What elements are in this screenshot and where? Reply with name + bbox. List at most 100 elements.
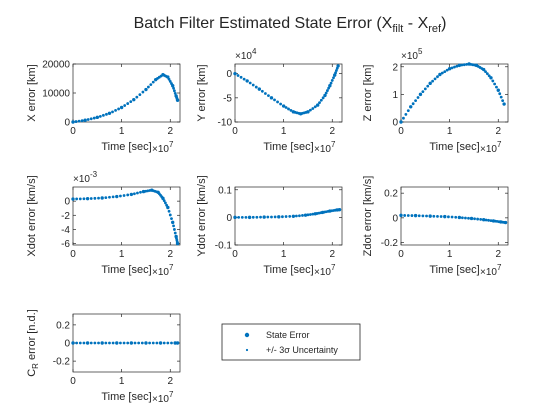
x-axis-label-xdot: Time [sec] — [101, 264, 151, 276]
data-point-fill-zdot — [439, 215, 443, 218]
data-point-fill-y — [287, 107, 290, 111]
data-point-fill-zdot — [461, 216, 464, 220]
data-point-y — [257, 87, 262, 91]
y-tick-label-z: 0 — [392, 118, 398, 129]
data-point-fill-x — [77, 119, 81, 123]
data-point-fill-z — [485, 72, 489, 76]
figure-title: Batch Filter Estimated State Error (Xfil… — [134, 15, 447, 35]
data-point-fill-x — [135, 95, 139, 99]
data-point-y — [323, 93, 327, 98]
data-point-fill-z — [443, 70, 447, 73]
series-state-error-z — [399, 62, 506, 124]
data-point-ydot — [277, 215, 281, 219]
data-point-fill-cr — [78, 341, 82, 345]
data-point-x — [71, 120, 75, 124]
y-axis-label-ydot: Ydot error [km/s] — [196, 175, 208, 256]
data-point-fill-y — [327, 86, 331, 90]
data-point-fill-z — [411, 102, 415, 106]
data-point-fill-zdot — [410, 214, 414, 217]
y-tick-label-cr: -0.2 — [53, 357, 71, 368]
data-point-fill-z — [473, 63, 476, 67]
legend-marker-uncertainty — [245, 348, 249, 352]
data-point-fill-xdot — [89, 197, 93, 200]
data-point-fill-ydot — [288, 215, 292, 218]
data-point-ydot — [303, 213, 308, 217]
data-point-fill-zdot — [464, 216, 467, 220]
data-point-z — [399, 120, 403, 124]
data-point-fill-x — [89, 117, 93, 121]
data-point-fill-xdot — [93, 196, 97, 200]
data-point-fill-ydot — [319, 211, 323, 215]
data-point-fill-cr — [126, 341, 130, 345]
data-point-y — [233, 71, 237, 76]
data-point-xdot — [115, 194, 119, 199]
axes-y — [234, 63, 343, 123]
data-point-y — [336, 64, 340, 68]
data-point-fill-xdot — [126, 193, 130, 197]
data-point-fill-ydot — [270, 215, 273, 219]
data-point-fill-cr — [122, 341, 126, 345]
data-point-fill-xdot — [111, 195, 115, 199]
x-tick-label-ydot: 2 — [329, 249, 335, 260]
data-point-fill-x — [173, 91, 177, 95]
data-point-fill-xdot — [170, 217, 173, 221]
data-point-xdot — [166, 205, 170, 210]
x-tick-label-zdot: 2 — [495, 249, 501, 260]
subplot-x: 0 1 2 0 10000 20000 Time [sec] ×107 X error [km] — [26, 60, 181, 155]
data-point-fill-z — [450, 66, 454, 70]
data-point-fill-zdot — [479, 217, 483, 221]
data-point-fill-zdot — [484, 218, 488, 222]
data-point-fill-y — [326, 89, 329, 92]
x-tick-label-ydot: 1 — [281, 249, 287, 260]
data-point-fill-x — [172, 86, 175, 90]
data-point-fill-cr — [137, 341, 141, 345]
y-tick-label-ydot: 0.1 — [218, 185, 232, 196]
x-axis-label-cr: Time [sec] — [101, 391, 151, 403]
data-point-fill-z — [440, 71, 444, 75]
y-tick-label-y: -5 — [223, 93, 232, 104]
data-point-fill-xdot — [78, 197, 82, 201]
data-point-xdot — [71, 197, 75, 201]
x-tick-label-y: 0 — [232, 126, 238, 137]
legend-label-uncertainty: +/- 3σ Uncertainty — [266, 345, 338, 355]
data-point-fill-y — [330, 79, 334, 82]
legend-box — [221, 323, 361, 361]
data-point-fill-x — [123, 104, 127, 107]
data-point-fill-cr — [133, 341, 137, 345]
x-tick-label-z: 2 — [495, 126, 501, 137]
data-point-fill-x — [175, 97, 179, 101]
data-point-fill-z — [484, 70, 487, 73]
subplot-y: 0 1 2 -10 -5 0 Time [sec] ×107 ×104 Y error [km] — [196, 47, 343, 155]
data-point-fill-y — [313, 105, 317, 109]
data-point-ydot — [291, 214, 296, 218]
data-point-zdot — [413, 213, 418, 218]
y-axis-label-z: Z error [km] — [362, 65, 374, 122]
y-tick-label-zdot: -0.2 — [381, 238, 399, 249]
data-point-fill-ydot — [240, 215, 244, 219]
x-tick-label-cr: 2 — [167, 376, 173, 387]
data-point-fill-xdot — [108, 195, 111, 199]
data-point-fill-x — [111, 110, 114, 114]
data-point-fill-zdot — [497, 220, 501, 224]
x-tick-label-xdot: 1 — [119, 249, 125, 260]
data-point-fill-xdot — [136, 191, 139, 195]
data-point-zdot — [481, 218, 486, 222]
data-point-fill-z — [423, 87, 427, 91]
axes-z — [400, 63, 509, 123]
data-point-fill-cr — [93, 341, 97, 345]
data-point-fill-xdot — [82, 197, 86, 201]
data-point-fill-zdot — [447, 215, 450, 219]
data-point-fill-y — [308, 108, 312, 112]
data-point-fill-x — [101, 113, 105, 117]
data-point-fill-cr — [155, 341, 159, 345]
data-point-fill-ydot — [298, 214, 301, 218]
data-point-fill-xdot — [133, 192, 136, 196]
data-point-fill-xdot — [122, 194, 126, 197]
data-point-fill-xdot — [175, 240, 179, 244]
data-point-fill-x — [146, 85, 150, 89]
y-tick-label-y: -10 — [218, 118, 233, 129]
data-point-y — [281, 104, 286, 108]
data-point-fill-y — [251, 83, 255, 87]
data-point-fill-x — [129, 100, 133, 104]
